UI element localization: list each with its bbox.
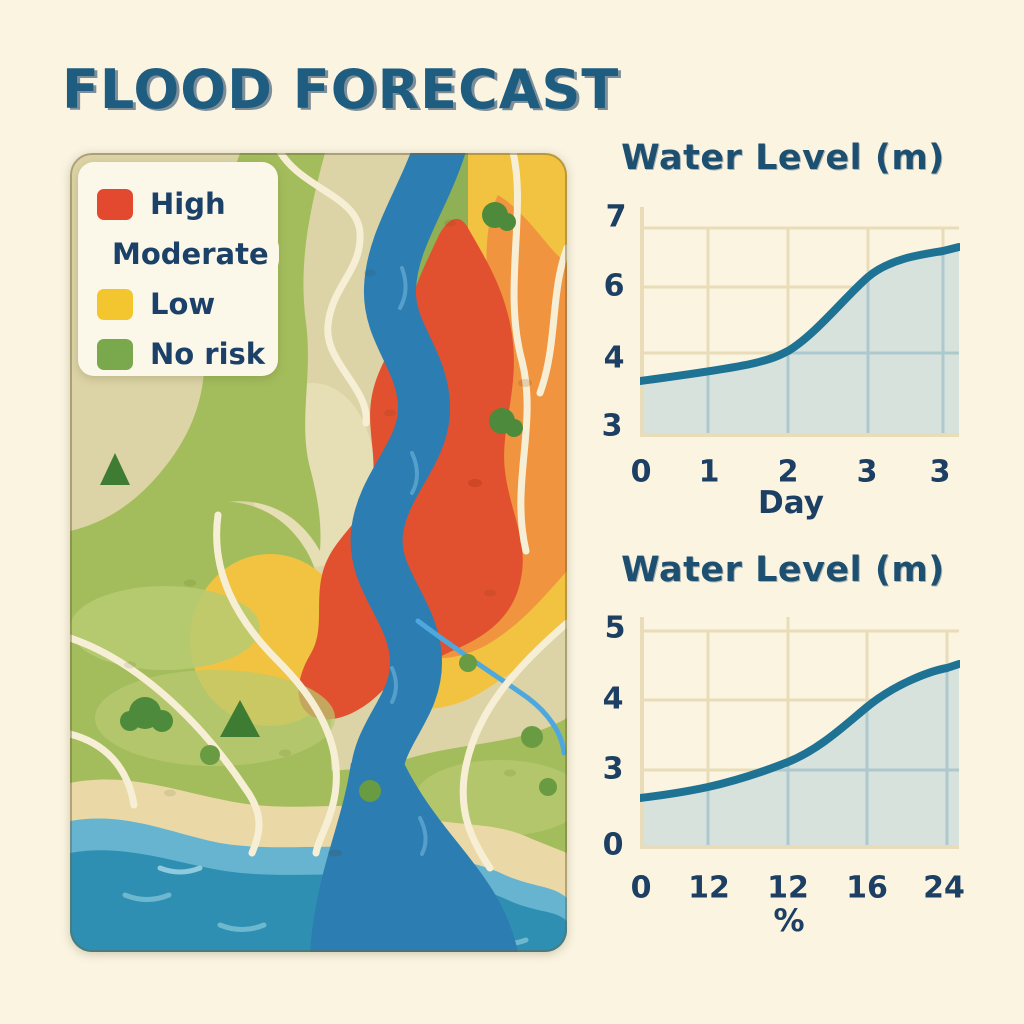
roads — [70, 153, 567, 872]
green-light-patch — [70, 586, 260, 670]
high-risk-swatch-icon — [97, 188, 133, 220]
green-light-patch — [95, 670, 335, 766]
page-title: FLOOD FORECAST — [62, 58, 620, 121]
chart2-ytick-0: 0 — [602, 827, 624, 863]
legend-label-no-risk: No risk — [150, 334, 276, 374]
chart1-ytick-3: 3 — [601, 408, 623, 444]
chart2-area — [640, 664, 959, 847]
chart2-title: Water Level (m) — [621, 550, 945, 590]
chart2-xtick-16: 16 — [846, 870, 888, 906]
green-light-patch — [415, 760, 567, 836]
chart2-axes — [640, 617, 959, 849]
chart1-plot — [640, 207, 960, 437]
chart1-line — [640, 243, 960, 385]
map-legend: High Moderate Low No risk — [78, 162, 279, 379]
chart1-axes — [640, 207, 959, 437]
chart2-ytick-5: 5 — [604, 610, 626, 646]
chart1-ytick-6: 6 — [603, 268, 625, 304]
river-mouth — [310, 761, 518, 952]
chart1-xlabel: Day — [758, 485, 824, 521]
legend-item-no-risk: No risk — [96, 329, 278, 379]
river-highlights — [390, 266, 428, 856]
chart1-xtick-1: 1 — [698, 454, 720, 490]
legend-item-moderate: Moderate — [96, 229, 279, 279]
chart1-xtick-3b: 3 — [929, 454, 951, 490]
low-risk-swatch-icon — [97, 288, 133, 320]
legend-label-low: Low — [150, 284, 226, 324]
legend-item-high: High — [96, 179, 278, 229]
chart1-xtick-0: 0 — [630, 454, 652, 490]
chart2-xtick-12: 12 — [688, 870, 730, 906]
chart2-line — [640, 660, 960, 802]
stream — [415, 618, 567, 756]
chart1-xtick-2: 2 — [777, 454, 799, 490]
chart2-plot — [640, 617, 960, 849]
legend-label-moderate: Moderate — [112, 234, 279, 274]
map-border — [70, 153, 567, 952]
chart1-ytick-7: 7 — [605, 199, 627, 235]
chart1-ytick-4: 4 — [603, 340, 625, 376]
chart2-xlabel: % — [773, 903, 805, 939]
flood-risk-map — [70, 153, 567, 952]
chart1-title: Water Level (m) — [621, 138, 945, 178]
chart2-ytick-3: 3 — [602, 751, 624, 787]
legend-label-high: High — [150, 184, 236, 224]
map-illustration — [70, 153, 567, 952]
chart2-ytick-4: 4 — [602, 681, 624, 717]
chart1-xtick-3: 3 — [856, 454, 878, 490]
no-risk-swatch-icon — [97, 338, 133, 370]
legend-item-low: Low — [96, 279, 278, 329]
chart1-area — [640, 247, 959, 435]
chart2-xtick-0: 0 — [630, 870, 652, 906]
chart2-xtick-24: 24 — [923, 870, 965, 906]
terrain-speckles — [124, 219, 532, 857]
trees — [100, 202, 557, 802]
chart2-xtick-12b: 12 — [767, 870, 809, 906]
